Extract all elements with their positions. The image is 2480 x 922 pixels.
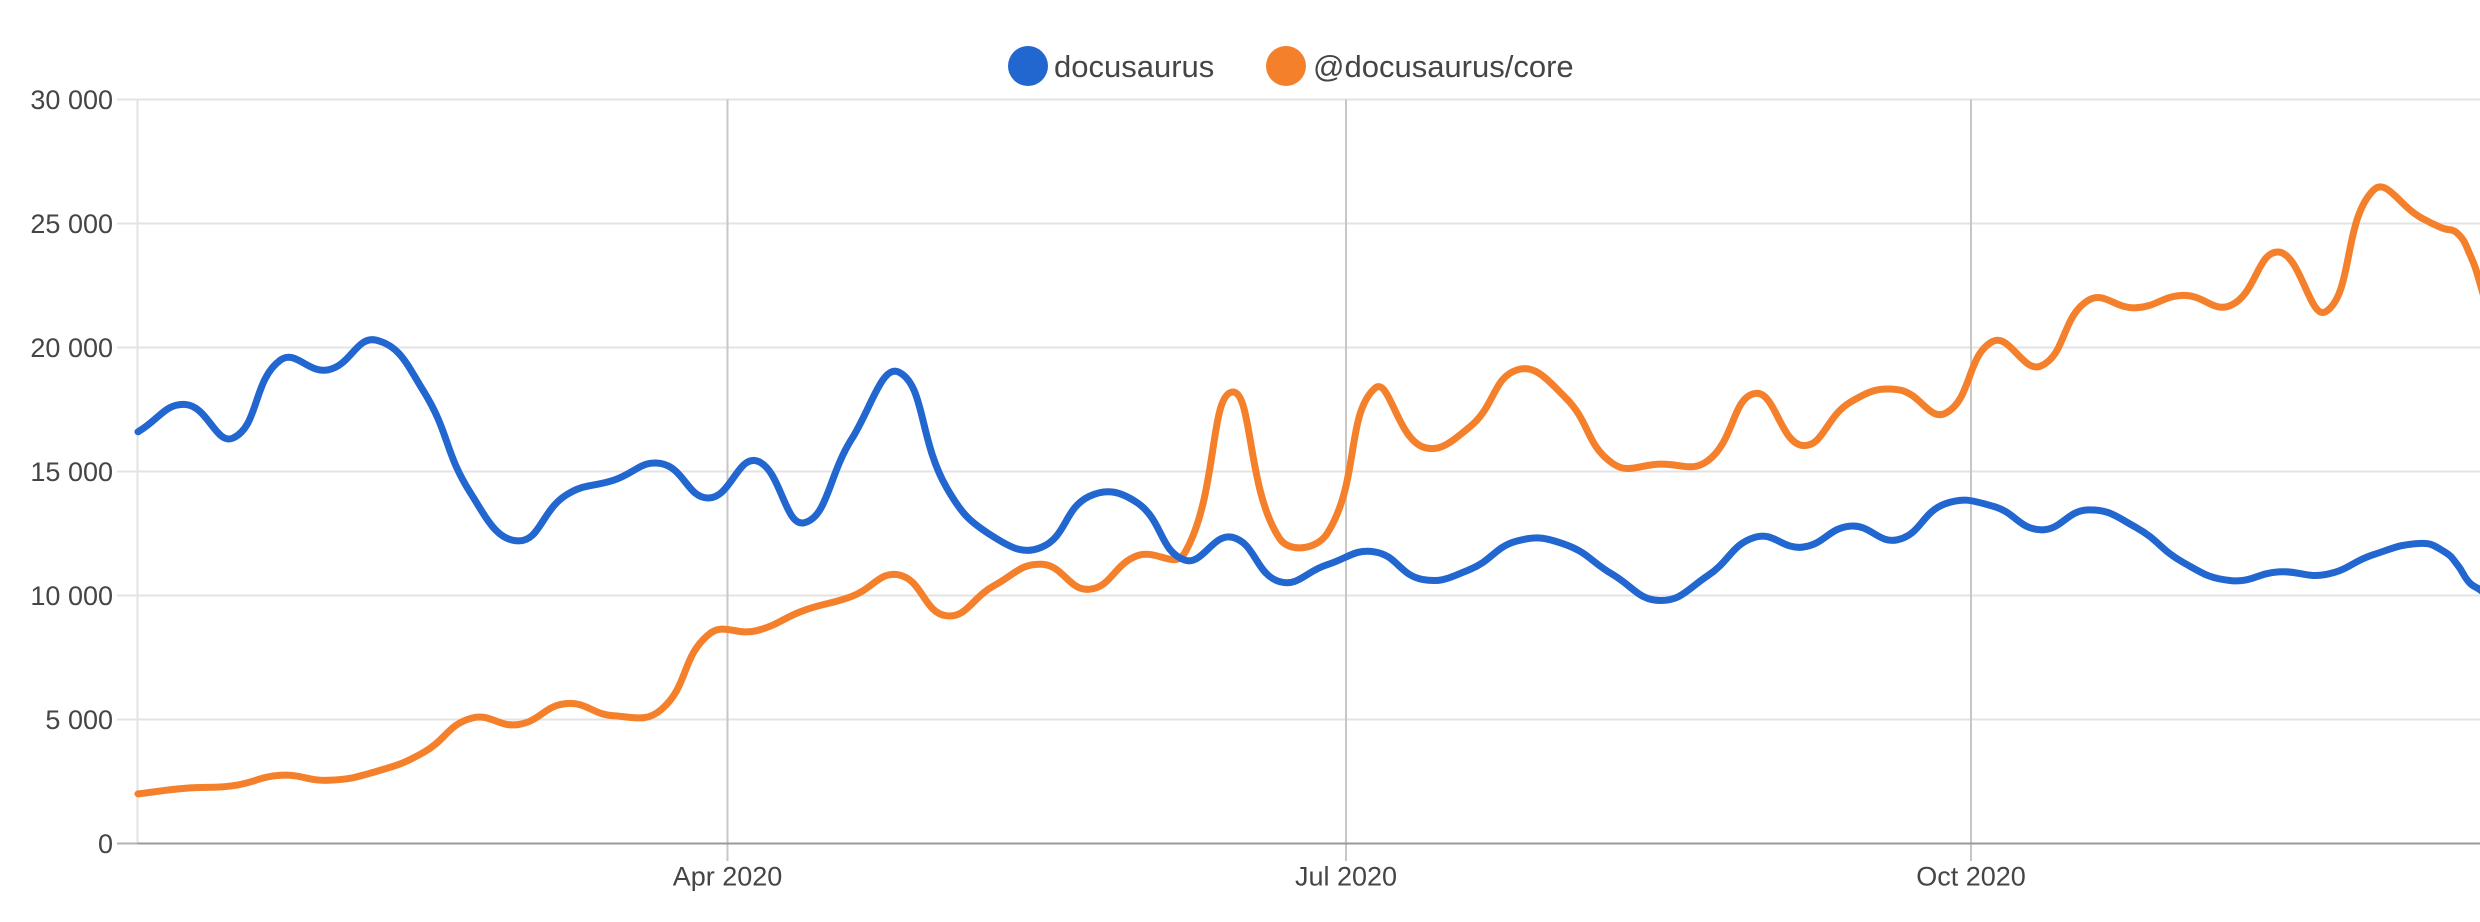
svg-text:10 000: 10 000 — [30, 581, 113, 611]
svg-text:Apr 2020: Apr 2020 — [673, 862, 783, 892]
svg-text:25 000: 25 000 — [30, 209, 113, 239]
svg-text:5 000: 5 000 — [45, 705, 113, 735]
svg-text:docusaurus: docusaurus — [1054, 49, 1214, 84]
svg-text:15 000: 15 000 — [30, 457, 113, 487]
svg-text:20 000: 20 000 — [30, 333, 113, 363]
svg-text:0: 0 — [98, 829, 113, 859]
svg-text:30 000: 30 000 — [30, 85, 113, 115]
svg-text:Oct 2020: Oct 2020 — [1916, 862, 2026, 892]
svg-text:Jul 2020: Jul 2020 — [1295, 862, 1397, 892]
svg-text:@docusaurus/core: @docusaurus/core — [1313, 49, 1574, 84]
